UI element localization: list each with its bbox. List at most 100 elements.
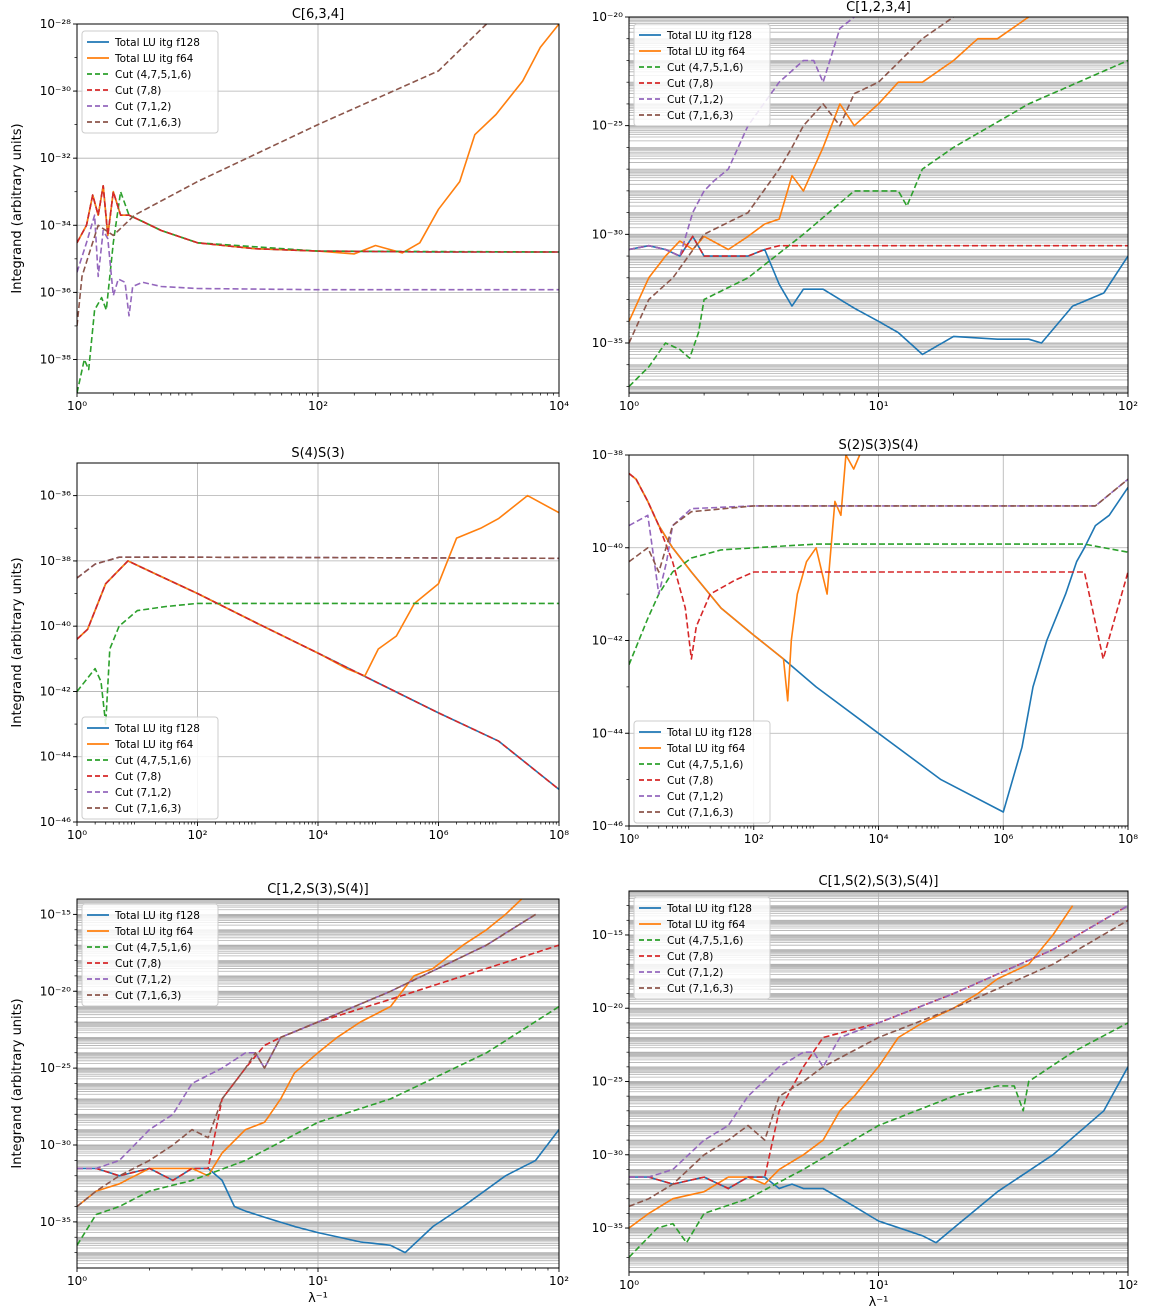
x-tick-label: 10⁰ <box>67 1274 87 1288</box>
series-line <box>77 899 523 1208</box>
y-tick-label: 10⁻³⁴ <box>40 218 71 232</box>
x-axis-label: λ⁻¹ <box>869 1295 889 1310</box>
legend-label: Total LU itg f64 <box>666 743 746 755</box>
legend-label: Total LU itg f64 <box>114 53 194 65</box>
series-line <box>629 543 1128 666</box>
series-line <box>77 913 537 1170</box>
legend-label: Cut (7,8) <box>667 775 713 787</box>
legend-label: Cut (7,1,6,3) <box>115 990 181 1002</box>
y-tick-label: 10⁻⁴² <box>592 634 623 648</box>
series-line <box>629 17 856 257</box>
subplot-title: C[6,3,4] <box>292 7 344 22</box>
series-group <box>629 17 1128 388</box>
y-tick-label: 10⁻⁴² <box>40 684 71 698</box>
legend-label: Total LU itg f64 <box>666 919 746 931</box>
x-tick-label: 10¹ <box>868 1278 888 1292</box>
y-axis-label: Integrand (arbitrary units) <box>10 557 25 727</box>
y-tick-label: 10⁻⁴⁰ <box>40 619 71 633</box>
legend-label: Cut (4,7,5,1,6) <box>115 755 191 767</box>
series-line <box>629 905 1128 1178</box>
legend-label: Cut (7,1,6,3) <box>115 117 181 129</box>
x-tick-label: 10² <box>187 828 207 842</box>
legend-box <box>633 896 771 1000</box>
y-tick-label: 10⁻³⁸ <box>592 448 623 462</box>
x-tick-label: 10⁶ <box>428 828 448 842</box>
legend-label: Cut (4,7,5,1,6) <box>115 69 191 81</box>
legend-label: Cut (7,1,2) <box>667 791 723 803</box>
y-tick-label: 10⁻³⁸ <box>40 554 71 568</box>
y-tick-label: 10⁻²⁸ <box>40 17 71 31</box>
subplot-title: S(4)S(3) <box>291 446 344 461</box>
legend: Total LU itg f128 Total LU itg f64 Cut (4,… <box>633 896 771 1000</box>
y-tick-label: 10⁻³⁰ <box>40 84 71 98</box>
y-axis-label: Integrand (arbitrary units) <box>10 123 25 293</box>
subplot-3: 10⁰ 10² 10⁴ 10⁶ 10⁸ 10⁻⁴⁶ 10⁻⁴⁴ 10⁻⁴² 10⁻⁴⁰ 10⁻³⁸… <box>10 446 569 842</box>
x-tick-label: 10² <box>308 399 328 413</box>
y-tick-label: 10⁻⁴⁰ <box>592 541 623 555</box>
x-axis-label: λ⁻¹ <box>308 1291 328 1306</box>
series-line <box>629 472 1128 660</box>
series-group <box>629 455 1128 813</box>
series-line <box>77 913 537 1208</box>
y-tick-label: 10⁻³² <box>40 151 71 165</box>
legend-label: Cut (7,1,6,3) <box>115 803 181 815</box>
series-line <box>629 59 1128 388</box>
legend-label: Cut (7,8) <box>115 958 161 970</box>
y-tick-label: 10⁻⁴⁶ <box>40 815 71 829</box>
y-tick-label: 10⁻²⁰ <box>592 1001 623 1015</box>
subplot-title: C[1,S(2),S(3),S(4)] <box>819 874 939 889</box>
legend-label: Total LU itg f128 <box>666 30 752 42</box>
legend-label: Cut (7,1,2) <box>667 94 723 106</box>
legend: Total LU itg f128 Total LU itg f64 Cut (4,… <box>81 903 219 1007</box>
legend-label: Cut (7,8) <box>667 78 713 90</box>
legend-label: Total LU itg f64 <box>666 46 746 58</box>
x-tick-label: 10⁰ <box>619 1278 639 1292</box>
legend-label: Cut (4,7,5,1,6) <box>115 942 191 954</box>
legend: Total LU itg f128 Total LU itg f64 Cut (4,… <box>81 716 219 820</box>
subplot-title: C[1,2,S(3),S(4)] <box>267 882 369 897</box>
legend-label: Total LU itg f128 <box>114 910 200 922</box>
y-tick-label: 10⁻³⁰ <box>592 1148 623 1162</box>
x-tick-label: 10¹ <box>868 399 888 413</box>
legend-label: Cut (7,1,2) <box>667 967 723 979</box>
series-line <box>77 185 559 253</box>
series-line <box>629 905 1128 1190</box>
legend-label: Cut (4,7,5,1,6) <box>667 62 743 74</box>
y-tick-label: 10⁻⁴⁶ <box>592 819 623 833</box>
legend-label: Cut (7,1,6,3) <box>667 807 733 819</box>
legend-label: Cut (7,1,6,3) <box>667 983 733 995</box>
y-tick-label: 10⁻²⁰ <box>592 10 623 24</box>
y-tick-label: 10⁻³⁵ <box>40 1215 71 1229</box>
x-tick-label: 10² <box>549 1274 569 1288</box>
y-tick-label: 10⁻²⁵ <box>592 1075 623 1089</box>
series-line <box>629 17 955 344</box>
legend-label: Cut (7,8) <box>667 951 713 963</box>
legend: Total LU itg f128 Total LU itg f64 Cut (4,… <box>81 30 219 134</box>
x-tick-label: 10⁸ <box>1118 832 1138 846</box>
y-tick-label: 10⁻³⁰ <box>40 1138 71 1152</box>
series-line <box>629 919 1128 1208</box>
x-tick-label: 10⁰ <box>67 828 87 842</box>
y-tick-label: 10⁻²⁵ <box>40 1061 71 1075</box>
y-axis-label: Integrand (arbitrary units) <box>10 998 25 1168</box>
legend-label: Cut (7,1,2) <box>115 787 171 799</box>
legend-label: Cut (7,8) <box>115 85 161 97</box>
y-tick-label: 10⁻²⁰ <box>40 984 71 998</box>
series-line <box>629 905 1074 1229</box>
series-group <box>77 24 559 393</box>
x-tick-label: 10² <box>1118 1278 1138 1292</box>
series-line <box>77 1005 559 1246</box>
y-tick-label: 10⁻⁴⁴ <box>40 750 71 764</box>
legend-label: Cut (4,7,5,1,6) <box>667 935 743 947</box>
legend-label: Total LU itg f128 <box>114 37 200 49</box>
x-tick-label: 10⁸ <box>549 828 569 842</box>
subplot-6: 10⁰ 10¹ 10² 10⁻³⁵ 10⁻³⁰ 10⁻²⁵ 10⁻²⁰ 10⁻¹⁵ C[1,S(… <box>592 874 1138 1310</box>
series-group <box>77 494 559 791</box>
subplot-5: 10⁰ 10¹ 10² 10⁻³⁵ 10⁻³⁰ 10⁻²⁵ 10⁻²⁰ 10⁻¹⁵ C[1,2,… <box>10 882 569 1306</box>
subplot-title: S(2)S(3)S(4) <box>839 438 919 453</box>
subplot-2: 10⁰ 10¹ 10² 10⁻³⁵ 10⁻³⁰ 10⁻²⁵ 10⁻²⁰ C[1,2,3,4] T… <box>592 0 1138 413</box>
series-group <box>629 905 1128 1258</box>
y-tick-label: 10⁻²⁵ <box>592 119 623 133</box>
subplot-title: C[1,2,3,4] <box>846 0 911 15</box>
legend-box <box>81 903 219 1007</box>
